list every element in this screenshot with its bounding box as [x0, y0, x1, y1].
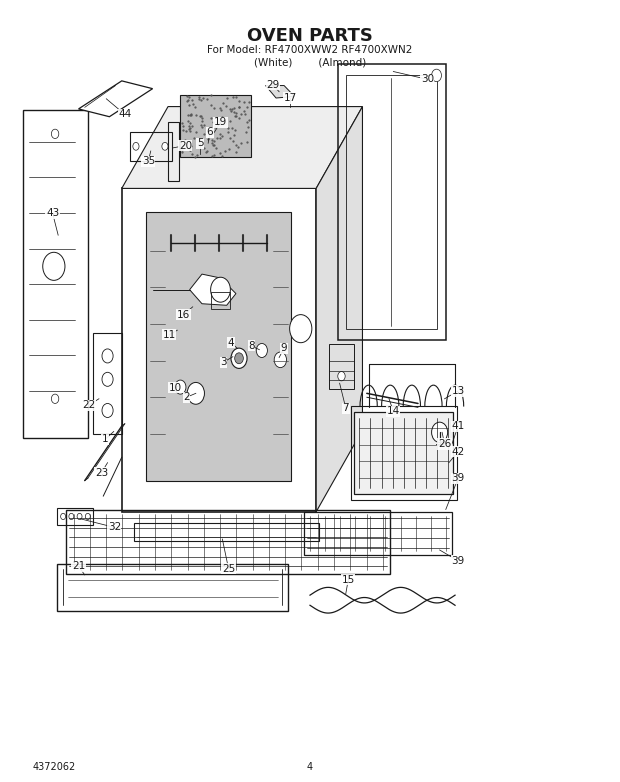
Text: 22: 22	[82, 400, 95, 410]
Text: 23: 23	[95, 468, 108, 478]
Text: 39: 39	[451, 473, 465, 483]
Circle shape	[51, 129, 59, 138]
Text: 29: 29	[267, 80, 280, 90]
Circle shape	[231, 348, 247, 368]
Circle shape	[235, 353, 243, 364]
Bar	[338, 63, 446, 340]
Bar	[23, 110, 88, 438]
Circle shape	[256, 343, 267, 357]
Bar	[355, 412, 453, 494]
Circle shape	[51, 394, 59, 404]
Bar	[211, 292, 230, 309]
Text: OVEN PARTS: OVEN PARTS	[247, 27, 373, 45]
Circle shape	[69, 513, 74, 519]
Bar	[134, 523, 319, 540]
Circle shape	[77, 513, 82, 519]
Text: 21: 21	[72, 561, 85, 572]
Bar	[146, 212, 291, 481]
Circle shape	[432, 422, 448, 443]
Circle shape	[102, 349, 113, 363]
Text: 39: 39	[451, 556, 465, 566]
Text: 44: 44	[118, 109, 131, 120]
Text: 42: 42	[451, 447, 465, 457]
Text: 13: 13	[451, 386, 465, 396]
Polygon shape	[316, 106, 363, 511]
Text: (White)        (Almond): (White) (Almond)	[254, 58, 366, 68]
Text: 4: 4	[228, 338, 234, 348]
Circle shape	[211, 278, 231, 302]
Text: 4: 4	[307, 762, 313, 772]
Text: 10: 10	[169, 383, 182, 393]
Text: 14: 14	[387, 407, 400, 416]
Circle shape	[187, 382, 205, 404]
Text: 2: 2	[184, 393, 190, 402]
Bar	[93, 332, 122, 434]
Text: 7: 7	[342, 404, 349, 413]
Bar	[304, 511, 452, 554]
Text: 19: 19	[214, 117, 227, 127]
Bar	[329, 344, 355, 389]
Circle shape	[274, 352, 286, 368]
Polygon shape	[122, 106, 363, 188]
Text: 25: 25	[222, 564, 235, 574]
Bar	[168, 122, 179, 181]
Text: 6: 6	[206, 127, 213, 138]
Polygon shape	[79, 81, 153, 117]
Text: 4372062: 4372062	[32, 762, 76, 772]
Text: 20: 20	[179, 141, 192, 151]
Bar	[57, 564, 288, 611]
Polygon shape	[190, 274, 236, 305]
Text: 41: 41	[451, 421, 465, 431]
Text: 5: 5	[197, 138, 203, 149]
Text: 32: 32	[108, 522, 121, 533]
Circle shape	[102, 404, 113, 418]
Circle shape	[338, 371, 345, 381]
Circle shape	[43, 253, 65, 281]
Text: 1: 1	[102, 434, 108, 444]
Polygon shape	[265, 85, 294, 98]
Text: 16: 16	[177, 310, 190, 320]
Text: 11: 11	[162, 330, 176, 340]
Circle shape	[133, 142, 139, 150]
Bar	[130, 131, 172, 161]
Circle shape	[162, 142, 168, 150]
Text: 35: 35	[141, 156, 155, 166]
Bar	[122, 188, 316, 511]
Bar	[180, 95, 251, 157]
Text: 17: 17	[283, 93, 297, 103]
Bar	[57, 508, 93, 525]
Circle shape	[175, 380, 186, 394]
Circle shape	[86, 513, 91, 519]
Bar	[66, 510, 390, 574]
Text: 15: 15	[342, 575, 355, 585]
Text: 43: 43	[46, 208, 60, 218]
Text: 26: 26	[438, 439, 451, 449]
Circle shape	[290, 314, 312, 343]
Text: 30: 30	[421, 74, 434, 84]
Circle shape	[61, 513, 66, 519]
Bar	[347, 74, 437, 329]
Circle shape	[102, 372, 113, 386]
Circle shape	[432, 69, 441, 81]
Text: 3: 3	[220, 357, 227, 368]
Bar	[351, 406, 457, 500]
Text: 8: 8	[248, 341, 255, 351]
Text: For Model: RF4700XWW2 RF4700XWN2: For Model: RF4700XWW2 RF4700XWN2	[207, 45, 413, 56]
Text: 9: 9	[281, 343, 288, 353]
